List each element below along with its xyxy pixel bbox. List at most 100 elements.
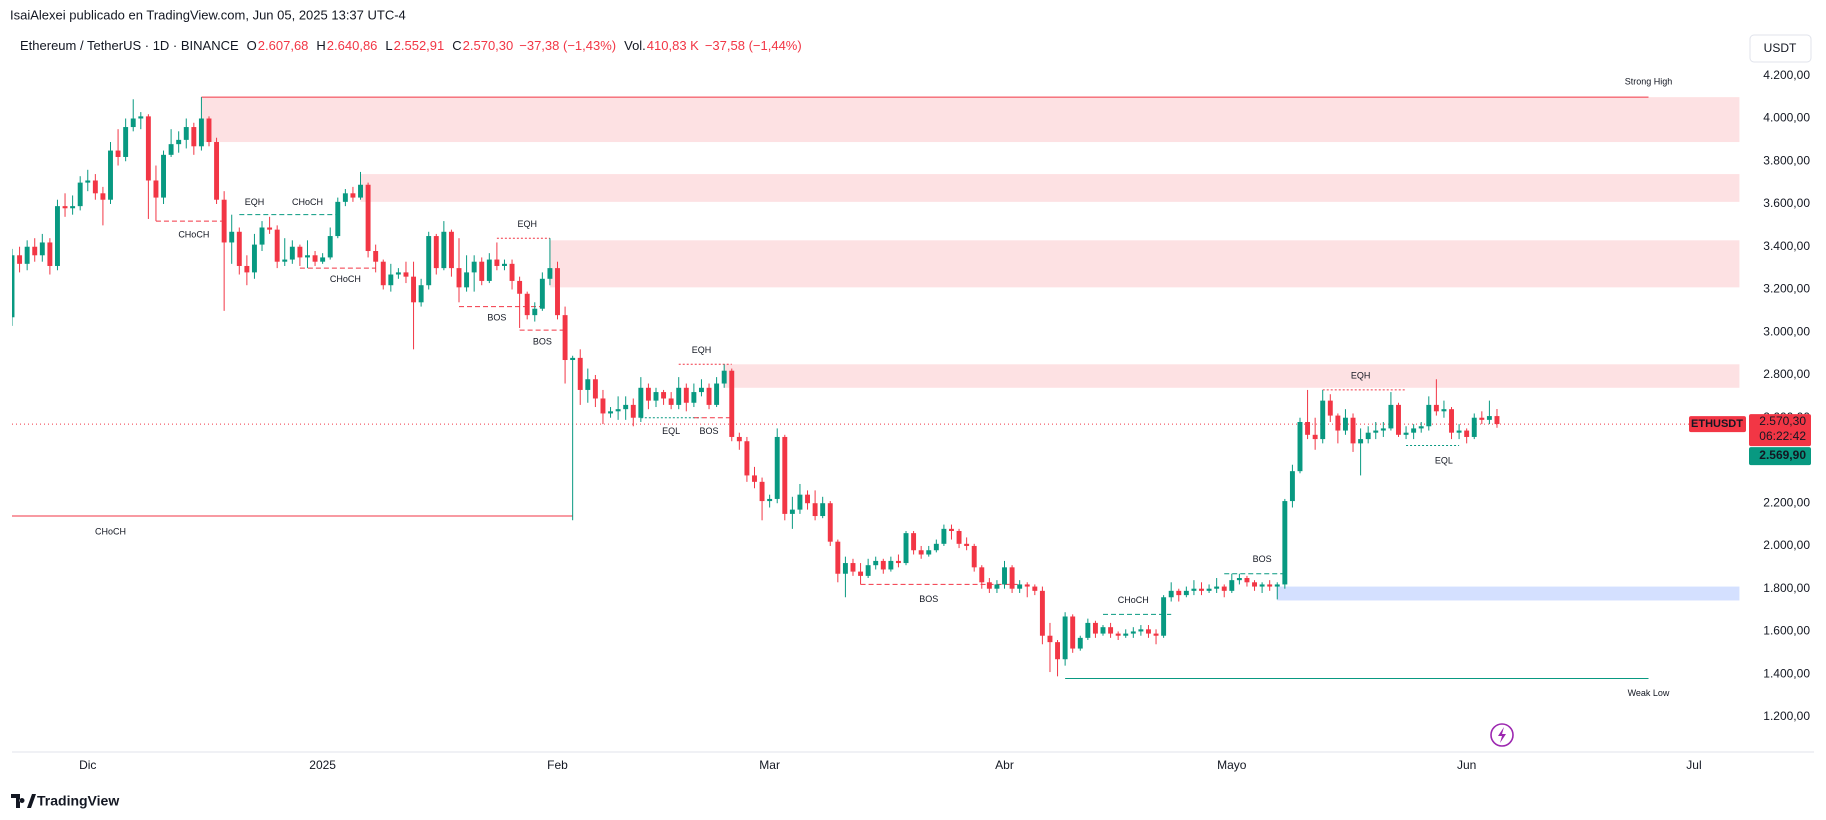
y-tick-label: 3.600,00 xyxy=(1763,196,1810,210)
candle-body xyxy=(767,498,773,502)
annotation: CHoCH xyxy=(178,229,209,239)
candle-body xyxy=(24,246,30,264)
candle-body xyxy=(1214,586,1220,589)
candle-body xyxy=(77,182,83,207)
candle-body xyxy=(1244,578,1250,583)
candle-body xyxy=(888,560,894,570)
zone xyxy=(360,174,1740,202)
candle-body xyxy=(782,436,788,514)
currency[interactable]: USDT xyxy=(1764,41,1797,55)
candle-body xyxy=(1388,404,1394,429)
candle-body xyxy=(168,144,174,155)
candle-body xyxy=(1039,590,1045,636)
annotation: EQL xyxy=(1435,455,1453,465)
second-price: 2.569,90 xyxy=(1759,448,1806,462)
candle-body xyxy=(1365,432,1371,440)
candle-body xyxy=(1146,629,1151,634)
candle-body xyxy=(714,383,720,405)
volume-change: −37,58 (−1,44%) xyxy=(705,38,802,53)
alert-icon[interactable] xyxy=(1490,723,1514,747)
x-tick-label: Mar xyxy=(759,758,780,772)
y-tick-label: 2.000,00 xyxy=(1763,538,1810,552)
ohlc-value: 2.570,30 xyxy=(463,38,514,53)
candle-body xyxy=(949,528,954,531)
candle-body xyxy=(752,475,757,482)
symbol-tag-box xyxy=(1689,416,1746,433)
candle-body xyxy=(1373,430,1379,433)
candle-body xyxy=(592,379,598,399)
candle-body xyxy=(608,411,613,414)
candle-body xyxy=(903,533,909,564)
candle-body xyxy=(1282,501,1288,585)
candle-body xyxy=(274,229,280,262)
candle-body xyxy=(350,193,356,198)
candle-body xyxy=(645,387,651,401)
y-tick-label: 4.000,00 xyxy=(1763,111,1810,125)
candle-body xyxy=(1047,635,1053,643)
candle-body xyxy=(244,265,250,273)
last-price-box xyxy=(1749,414,1811,447)
annotation: BOS xyxy=(533,337,552,347)
candle-body xyxy=(1358,439,1364,444)
candle-body xyxy=(1123,633,1129,636)
y-tick-label: 2.200,00 xyxy=(1763,495,1810,509)
candle-body xyxy=(365,184,371,252)
candle-body xyxy=(873,560,879,566)
last-price: 2.570,30 xyxy=(1759,414,1806,428)
candle-body xyxy=(736,436,742,442)
candle-body xyxy=(176,139,182,145)
candle-body xyxy=(1092,622,1098,634)
candle-body xyxy=(1350,417,1356,444)
y-tick-label: 1.400,00 xyxy=(1763,666,1810,680)
y-tick-label: 3.200,00 xyxy=(1763,282,1810,296)
candle-body xyxy=(1221,586,1227,591)
candle-body xyxy=(1456,430,1462,433)
plot-area: Strong High Weak Low CHoCH EQH CHoCH CHoCH CHo… xyxy=(12,77,1747,698)
y-tick-label: 1.800,00 xyxy=(1763,581,1810,595)
candle-body xyxy=(327,236,333,258)
candle-body xyxy=(1252,582,1257,587)
annotation: EQH xyxy=(692,345,712,355)
candle-body xyxy=(433,236,439,269)
candle-body xyxy=(895,560,901,564)
candle-body xyxy=(1380,428,1386,431)
candle-body xyxy=(729,370,735,437)
candle-body xyxy=(971,545,977,568)
candle-body xyxy=(721,370,727,384)
candle-body xyxy=(335,201,341,237)
candle-body xyxy=(509,263,515,281)
candle-body xyxy=(1327,400,1333,416)
annotation: Weak Low xyxy=(1628,688,1670,698)
candle-body xyxy=(941,528,947,544)
candle-body xyxy=(395,272,401,275)
candle-body xyxy=(479,261,485,281)
x-tick-label: Jul xyxy=(1686,758,1701,772)
y-tick-label: 4.200,00 xyxy=(1763,68,1810,82)
candle-body xyxy=(100,193,106,200)
candle-body xyxy=(585,379,591,390)
candle-body xyxy=(161,154,166,198)
zone xyxy=(549,240,1740,288)
ohlc-key: O xyxy=(247,38,257,53)
candle-body xyxy=(600,398,606,414)
candle-body xyxy=(1183,590,1189,596)
candle-body xyxy=(1433,404,1439,412)
annotation: Strong High xyxy=(1625,77,1673,87)
annotation: BOS xyxy=(700,426,719,436)
candle-body xyxy=(1441,409,1447,412)
candle-body xyxy=(448,231,454,269)
candle-body xyxy=(214,142,220,200)
candle-body xyxy=(532,308,538,316)
candle-body xyxy=(812,503,818,517)
annotation: EQH xyxy=(1351,370,1371,380)
currency-box[interactable] xyxy=(1749,34,1812,63)
candle-body xyxy=(1085,622,1091,638)
zone xyxy=(201,97,1740,143)
candle-body xyxy=(676,387,682,405)
annotation: CHoCH xyxy=(95,526,126,536)
candle-body xyxy=(759,481,765,502)
author-line: IsaiAlexei publicado en TradingView.com,… xyxy=(10,7,406,22)
candle-body xyxy=(1055,642,1061,660)
candle-body xyxy=(130,118,136,128)
